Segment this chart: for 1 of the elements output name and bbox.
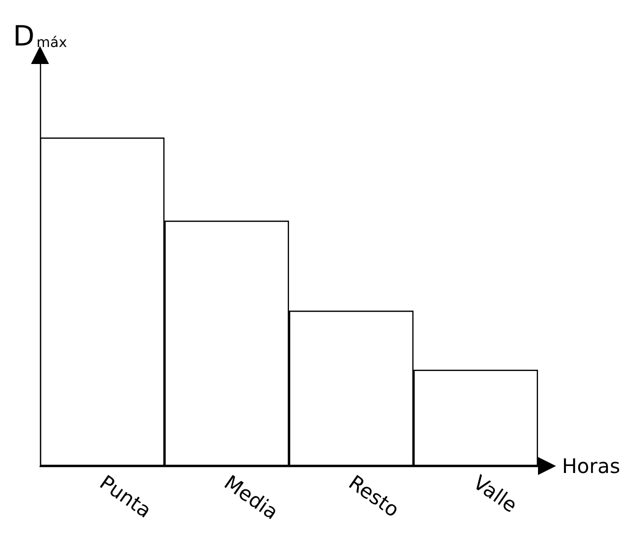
x-axis-title: Horas <box>562 454 620 478</box>
